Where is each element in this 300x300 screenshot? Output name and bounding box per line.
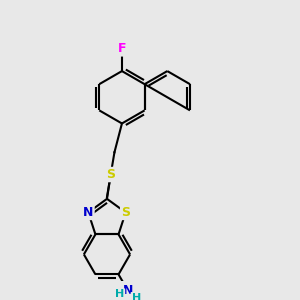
Text: N: N bbox=[83, 206, 94, 219]
Text: S: S bbox=[121, 206, 130, 219]
Text: H: H bbox=[115, 290, 124, 299]
Text: S: S bbox=[106, 168, 115, 181]
Text: F: F bbox=[118, 42, 126, 55]
Text: N: N bbox=[123, 284, 133, 297]
Text: H: H bbox=[132, 293, 141, 300]
